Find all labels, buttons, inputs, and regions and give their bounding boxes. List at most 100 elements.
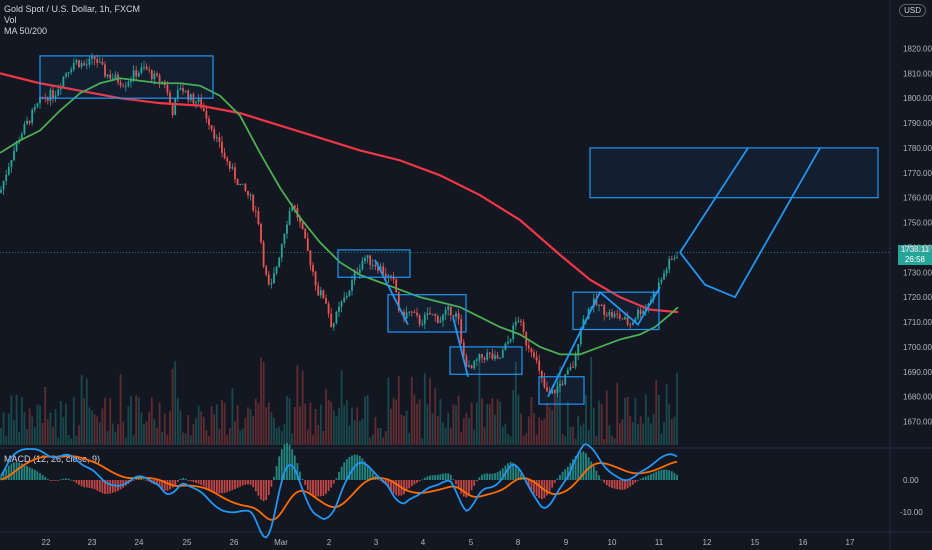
macd-histogram-bar bbox=[7, 465, 10, 480]
volume-bar bbox=[187, 415, 190, 445]
candle-body bbox=[278, 257, 281, 267]
macd-histogram-bar bbox=[98, 480, 101, 492]
volume-bar bbox=[434, 388, 437, 445]
volume-bar bbox=[470, 402, 473, 445]
volume-bar bbox=[249, 409, 252, 445]
candle-body bbox=[267, 274, 270, 285]
macd-histogram-bar bbox=[200, 480, 203, 486]
volume-bar bbox=[629, 416, 632, 445]
volume-bar bbox=[535, 434, 538, 445]
candle-body bbox=[140, 67, 143, 73]
macd-histogram-bar bbox=[304, 480, 307, 486]
candle-body bbox=[603, 304, 606, 315]
macd-histogram-bar bbox=[278, 456, 281, 480]
macd-histogram-bar bbox=[499, 470, 502, 480]
candle-body bbox=[280, 243, 283, 258]
candle-body bbox=[46, 98, 49, 101]
volume-bar bbox=[665, 384, 668, 445]
candle-body bbox=[348, 290, 351, 296]
volume-bar bbox=[546, 402, 548, 445]
candle-body bbox=[226, 158, 229, 162]
volume-bar bbox=[358, 420, 361, 445]
volume-bar bbox=[455, 405, 457, 445]
candle-body bbox=[143, 66, 145, 68]
zone-box bbox=[337, 249, 411, 278]
macd-histogram-bar bbox=[96, 480, 99, 491]
candle-body bbox=[343, 297, 346, 302]
macd-histogram-bar bbox=[642, 477, 645, 480]
macd-histogram-bar bbox=[228, 480, 231, 492]
candle-body bbox=[501, 350, 504, 358]
candle-body bbox=[200, 98, 203, 109]
macd-histogram-bar bbox=[249, 480, 252, 485]
macd-histogram-bar bbox=[608, 480, 611, 487]
volume-bar bbox=[226, 434, 229, 445]
macd-histogram-bar bbox=[486, 473, 489, 480]
volume-bar bbox=[509, 436, 512, 445]
macd-histogram-bar bbox=[663, 469, 665, 480]
projection-line bbox=[679, 147, 749, 253]
volume-bar bbox=[613, 438, 616, 445]
candle-body bbox=[618, 314, 621, 319]
y-tick-label: 1690.00 bbox=[903, 368, 932, 377]
macd-histogram-bar bbox=[158, 480, 161, 487]
volume-bar bbox=[236, 405, 239, 445]
x-tick-label: 4 bbox=[421, 538, 426, 547]
macd-histogram-bar bbox=[631, 480, 634, 485]
candle-body bbox=[637, 309, 639, 319]
y-tick-label: 1760.00 bbox=[903, 194, 932, 203]
volume-bar bbox=[189, 435, 192, 445]
volume-bar bbox=[387, 377, 390, 445]
volume-bar bbox=[325, 388, 327, 445]
candle-body bbox=[231, 167, 234, 169]
macd-histogram-bar bbox=[145, 480, 148, 481]
macd-histogram-bar bbox=[434, 474, 437, 480]
macd-histogram-bar bbox=[426, 476, 429, 480]
macd-label: MACD (12, 26, close, 9) bbox=[4, 454, 101, 464]
macd-histogram-bar bbox=[592, 465, 595, 480]
candle-body bbox=[223, 153, 226, 159]
x-tick-label: 16 bbox=[799, 538, 808, 547]
volume-bar bbox=[28, 408, 31, 445]
macd-histogram-bar bbox=[106, 480, 109, 494]
macd-histogram-bar bbox=[468, 480, 470, 495]
candle-body bbox=[483, 357, 486, 360]
currency-badge[interactable]: USD bbox=[899, 4, 926, 17]
x-tick-label: 22 bbox=[42, 538, 51, 547]
candle-body bbox=[507, 341, 509, 344]
volume-bar bbox=[153, 419, 156, 445]
macd-histogram-bar bbox=[327, 480, 330, 491]
volume-bar bbox=[2, 412, 5, 445]
macd-histogram-bar bbox=[241, 480, 244, 486]
volume-bar bbox=[166, 434, 169, 445]
macd-histogram-bar bbox=[317, 480, 320, 497]
candle-body bbox=[41, 96, 44, 98]
volume-bar bbox=[169, 411, 171, 445]
macd-histogram-bar bbox=[624, 480, 626, 490]
macd-histogram-bar bbox=[166, 480, 169, 491]
volume-bar bbox=[598, 400, 600, 445]
macd-histogram-bar bbox=[566, 466, 569, 480]
candle-body bbox=[135, 70, 138, 77]
x-tick-label: 17 bbox=[846, 538, 855, 547]
candle-body bbox=[436, 315, 439, 323]
volume-bar bbox=[403, 415, 405, 445]
candle-body bbox=[197, 98, 200, 103]
macd-histogram-bar bbox=[254, 480, 257, 492]
candle-body bbox=[176, 89, 179, 99]
volume-bar bbox=[512, 389, 515, 445]
macd-histogram-bar bbox=[286, 443, 288, 480]
volume-bar bbox=[111, 423, 114, 445]
candle-body bbox=[262, 242, 265, 267]
volume-bar bbox=[639, 416, 642, 445]
volume-bar bbox=[673, 417, 676, 445]
x-tick-label: 23 bbox=[88, 538, 97, 547]
macd-histogram-bar bbox=[613, 480, 616, 489]
volume-bar bbox=[200, 411, 203, 445]
macd-histogram-bar bbox=[488, 473, 491, 480]
volume-bar bbox=[582, 423, 585, 445]
candle-body bbox=[239, 183, 242, 186]
volume-bar bbox=[442, 422, 444, 445]
impulse-line bbox=[547, 286, 661, 398]
